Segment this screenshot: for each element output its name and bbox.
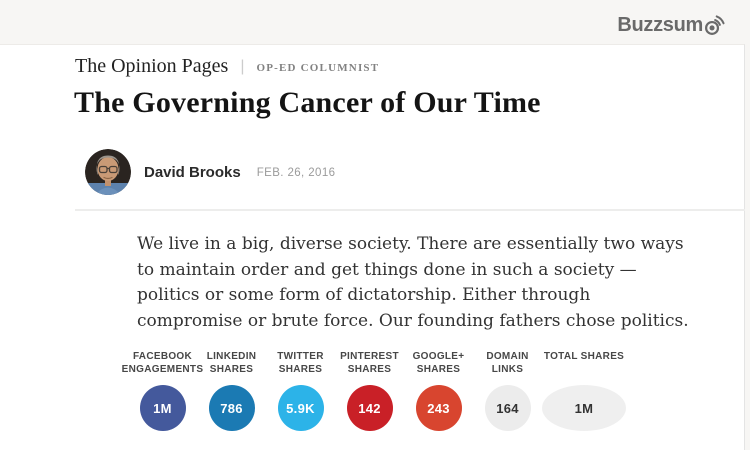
kicker-label: OP-ED COLUMNIST <box>256 62 380 74</box>
author-avatar <box>85 149 131 195</box>
metric-facebook-engagements: FACEBOOK ENGAGEMENTS 1M <box>122 350 203 431</box>
metric-total-shares: TOTAL SHARES 1M <box>542 350 626 431</box>
byline-divider <box>75 209 745 211</box>
metric-linkedin-shares: LINKEDIN SHARES 786 <box>197 350 266 431</box>
author-name[interactable]: David Brooks <box>144 163 241 181</box>
publish-date: FEB. 26, 2016 <box>256 167 336 179</box>
byline-row: David Brooks FEB. 26, 2016 <box>85 149 335 195</box>
metric-label: GOOGLE+ SHARES <box>412 351 465 375</box>
metric-label: FACEBOOK ENGAGEMENTS <box>121 351 204 375</box>
metric-label: LINKEDIN SHARES <box>206 351 257 375</box>
metric-twitter-shares: TWITTER SHARES 5.9K <box>266 350 335 431</box>
article-paragraph: We live in a big, diverse society. There… <box>137 234 689 331</box>
buzzsumo-logo[interactable]: Buzzsum <box>617 14 726 35</box>
metric-label: TOTAL SHARES <box>543 351 625 362</box>
article-card: The Opinion Pages | OP-ED COLUMNIST The … <box>0 44 745 450</box>
metric-badge-twitter: 5.9K <box>277 385 324 431</box>
metric-label: TWITTER SHARES <box>277 351 324 375</box>
share-metrics-row: FACEBOOK ENGAGEMENTS 1M LINKEDIN SHARES … <box>122 350 626 431</box>
broadcast-icon <box>705 15 725 35</box>
metric-domain-links: DOMAIN LINKS 164 <box>473 350 542 431</box>
metric-badge-domain-links: 164 <box>484 385 531 431</box>
metric-label: DOMAIN LINKS <box>486 351 529 375</box>
metric-badge-pinterest: 142 <box>346 385 393 431</box>
metric-pinterest-shares: PINTEREST SHARES 142 <box>335 350 404 431</box>
section-separator: | <box>240 57 245 75</box>
metric-label: PINTEREST SHARES <box>340 351 399 375</box>
buzzsumo-logo-text: Buzzsum <box>617 14 703 36</box>
article-title: The Governing Cancer of Our Time <box>74 86 541 119</box>
metric-badge-linkedin: 786 <box>208 385 255 431</box>
section-title[interactable]: The Opinion Pages <box>75 55 229 77</box>
metric-badge-total-shares: 1M <box>542 385 626 431</box>
metric-badge-google-plus: 243 <box>415 385 462 431</box>
metric-badge-facebook: 1M <box>139 385 186 431</box>
article-header-row: The Opinion Pages | OP-ED COLUMNIST <box>75 55 379 78</box>
top-brand-band: Buzzsum <box>0 0 750 44</box>
metric-google-plus-shares: GOOGLE+ SHARES 243 <box>404 350 473 431</box>
